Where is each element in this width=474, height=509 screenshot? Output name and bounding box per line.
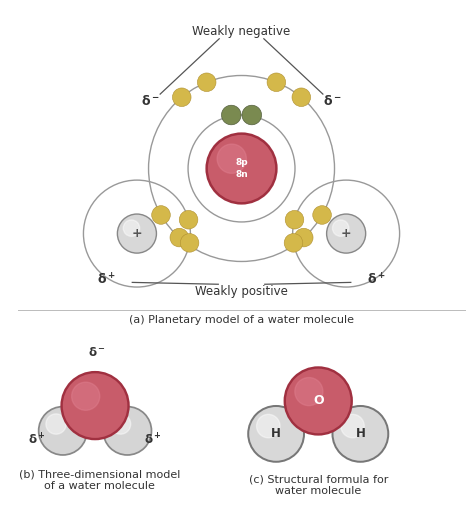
Circle shape bbox=[152, 206, 170, 224]
Text: Weakly positive: Weakly positive bbox=[195, 285, 288, 298]
Circle shape bbox=[180, 234, 199, 252]
Circle shape bbox=[285, 367, 352, 435]
Text: 8p: 8p bbox=[235, 158, 248, 167]
Text: H: H bbox=[356, 428, 365, 440]
Circle shape bbox=[217, 144, 246, 174]
Circle shape bbox=[248, 406, 304, 462]
Text: 8n: 8n bbox=[235, 170, 248, 179]
Text: $\bf{\delta^+}$: $\bf{\delta^+}$ bbox=[144, 433, 162, 448]
Circle shape bbox=[39, 407, 87, 455]
Text: $\bf{\delta^+}$: $\bf{\delta^+}$ bbox=[97, 272, 116, 288]
Circle shape bbox=[197, 73, 216, 92]
Circle shape bbox=[292, 88, 310, 106]
Text: H: H bbox=[271, 428, 281, 440]
Circle shape bbox=[179, 210, 198, 229]
Circle shape bbox=[110, 414, 131, 434]
Circle shape bbox=[123, 220, 140, 236]
Circle shape bbox=[173, 88, 191, 106]
Text: +: + bbox=[341, 227, 351, 240]
Circle shape bbox=[267, 73, 286, 92]
Text: $\bf{\delta^+}$: $\bf{\delta^+}$ bbox=[367, 272, 386, 288]
Circle shape bbox=[295, 378, 323, 406]
Text: $\bf{\delta^+}$: $\bf{\delta^+}$ bbox=[28, 433, 46, 448]
Text: (a) Planetary model of a water molecule: (a) Planetary model of a water molecule bbox=[129, 315, 354, 325]
Text: $\bf{\delta^-}$: $\bf{\delta^-}$ bbox=[323, 94, 342, 108]
Circle shape bbox=[242, 105, 262, 125]
Circle shape bbox=[313, 206, 331, 224]
Circle shape bbox=[327, 214, 365, 253]
Circle shape bbox=[118, 214, 156, 253]
Circle shape bbox=[294, 229, 313, 247]
Circle shape bbox=[341, 414, 365, 438]
Text: (c) Structural formula for: (c) Structural formula for bbox=[248, 474, 388, 485]
Text: $\bf{\delta^-}$: $\bf{\delta^-}$ bbox=[141, 94, 160, 108]
Circle shape bbox=[170, 229, 189, 247]
Circle shape bbox=[72, 382, 100, 410]
Circle shape bbox=[221, 105, 241, 125]
Circle shape bbox=[256, 414, 280, 438]
Circle shape bbox=[207, 134, 276, 204]
Text: +: + bbox=[132, 227, 142, 240]
Circle shape bbox=[103, 407, 152, 455]
Circle shape bbox=[332, 220, 349, 236]
Text: Weakly negative: Weakly negative bbox=[192, 25, 291, 38]
Text: of a water molecule: of a water molecule bbox=[44, 482, 155, 491]
Text: O: O bbox=[313, 394, 324, 408]
Text: water molecule: water molecule bbox=[275, 486, 361, 496]
Circle shape bbox=[62, 372, 128, 439]
Circle shape bbox=[46, 414, 66, 434]
Circle shape bbox=[332, 406, 388, 462]
Circle shape bbox=[285, 210, 304, 229]
Circle shape bbox=[284, 234, 303, 252]
Text: (b) Three-dimensional model: (b) Three-dimensional model bbox=[19, 470, 181, 479]
Text: $\bf{\delta^-}$: $\bf{\delta^-}$ bbox=[89, 346, 106, 359]
